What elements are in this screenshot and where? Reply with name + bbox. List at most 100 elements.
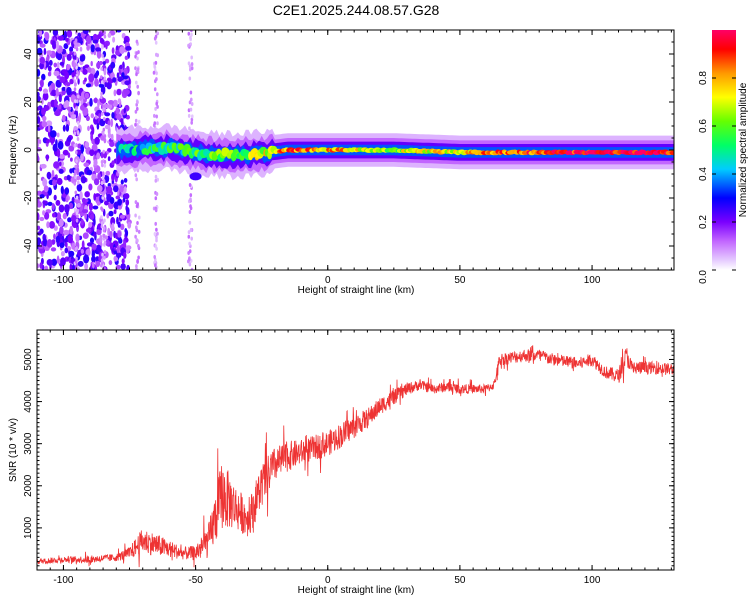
noise-speckle — [117, 230, 122, 238]
noise-speckle — [101, 207, 104, 212]
noise-speckle — [96, 61, 101, 69]
noise-speckle — [190, 117, 194, 122]
noise-speckle — [136, 221, 139, 225]
noise-speckle — [85, 248, 91, 257]
noise-speckle — [102, 104, 105, 109]
noise-speckle — [76, 42, 79, 47]
noise-speckle — [107, 100, 114, 105]
noise-speckle — [124, 228, 128, 234]
noise-speckle — [103, 218, 106, 223]
noise-speckle — [106, 185, 113, 194]
y-tick-label: 3000 — [23, 432, 34, 455]
y-tick-label: 2000 — [23, 474, 34, 497]
noise-speckle — [37, 212, 40, 221]
noise-speckle — [108, 260, 113, 266]
noise-speckle — [111, 112, 115, 119]
noise-speckle — [89, 149, 95, 157]
noise-speckle — [51, 169, 55, 177]
noise-speckle — [124, 55, 129, 60]
noise-speckle — [190, 66, 194, 71]
noise-speckle — [123, 178, 128, 183]
noise-speckle — [65, 241, 68, 248]
noise-speckle — [62, 149, 69, 156]
y-tick-label: 40 — [23, 48, 34, 60]
colorbar-ticks: 0.0 0.2 0.4 0.6 0.8 — [698, 71, 736, 284]
noise-speckle — [137, 243, 140, 248]
noise-speckle — [48, 59, 53, 66]
noise-speckle — [113, 89, 117, 97]
noise-speckle — [96, 152, 101, 160]
noise-speckle — [52, 212, 56, 218]
noise-speckle — [75, 106, 78, 111]
y-tick-label: -40 — [23, 238, 34, 253]
noise-speckle — [187, 43, 190, 48]
noise-speckle — [66, 64, 71, 71]
noise-speckle — [65, 37, 69, 42]
noise-speckle — [153, 232, 157, 236]
noise-speckle — [115, 195, 121, 200]
noise-speckle — [75, 218, 79, 223]
noise-speckle — [153, 64, 156, 69]
noise-speckle — [189, 204, 192, 209]
spectrogram-x-label: Height of straight line (km) — [298, 285, 415, 296]
noise-speckle — [37, 69, 41, 77]
noise-speckle — [93, 218, 96, 226]
noise-speckle — [58, 168, 64, 174]
noise-speckle — [104, 235, 109, 240]
noise-speckle — [65, 197, 69, 203]
noise-speckle — [136, 100, 139, 105]
noise-speckle — [74, 169, 77, 174]
noise-speckle — [39, 216, 45, 222]
noise-speckle — [37, 138, 41, 144]
noise-speckle — [89, 213, 95, 220]
noise-speckle — [100, 97, 107, 104]
noise-speckle — [103, 240, 107, 245]
noise-speckle — [37, 116, 41, 124]
spectrogram-x-axis: -100 -50 0 50 100 — [36, 30, 672, 286]
noise-speckle — [94, 136, 100, 145]
noise-speckle — [101, 111, 104, 116]
noise-speckle — [80, 218, 84, 226]
noise-speckle — [58, 104, 62, 110]
noise-speckle — [134, 122, 137, 127]
x-tick-label: 50 — [454, 575, 466, 586]
noise-speckle — [123, 68, 128, 76]
noise-speckle — [46, 239, 53, 248]
noise-speckle — [100, 151, 104, 159]
noise-speckle — [100, 66, 103, 71]
noise-speckle — [42, 210, 46, 216]
noise-speckle — [93, 193, 97, 201]
colorbar-tick-label: 0.2 — [698, 215, 709, 229]
noise-speckle — [58, 204, 65, 213]
noise-speckle — [155, 192, 159, 196]
noise-speckle — [97, 99, 100, 108]
noise-speckle — [116, 113, 122, 120]
noise-speckle — [100, 263, 103, 268]
noise-speckle — [80, 144, 85, 154]
noise-speckle — [190, 97, 193, 102]
noise-speckle — [136, 84, 139, 89]
noise-speckle — [49, 221, 55, 229]
noise-speckle — [106, 213, 110, 219]
noise-speckle — [135, 177, 138, 182]
noise-speckle — [64, 71, 70, 80]
signal-band-blob — [177, 143, 185, 151]
spectrogram-noise-layer — [37, 30, 194, 270]
noise-speckle — [59, 61, 65, 66]
noise-speckle — [109, 197, 115, 204]
noise-speckle — [104, 82, 108, 88]
noise-speckle — [66, 136, 72, 142]
noise-speckle — [101, 53, 104, 58]
noise-speckle — [90, 113, 95, 119]
noise-speckle — [50, 247, 57, 252]
noise-speckle — [88, 202, 93, 211]
noise-speckle — [125, 45, 132, 51]
noise-speckle — [124, 80, 131, 86]
noise-speckle — [85, 115, 90, 122]
noise-speckle — [134, 213, 137, 218]
noise-speckle — [111, 160, 115, 166]
noise-speckle — [111, 173, 115, 182]
noise-speckle — [88, 221, 93, 228]
noise-speckle — [44, 265, 49, 270]
